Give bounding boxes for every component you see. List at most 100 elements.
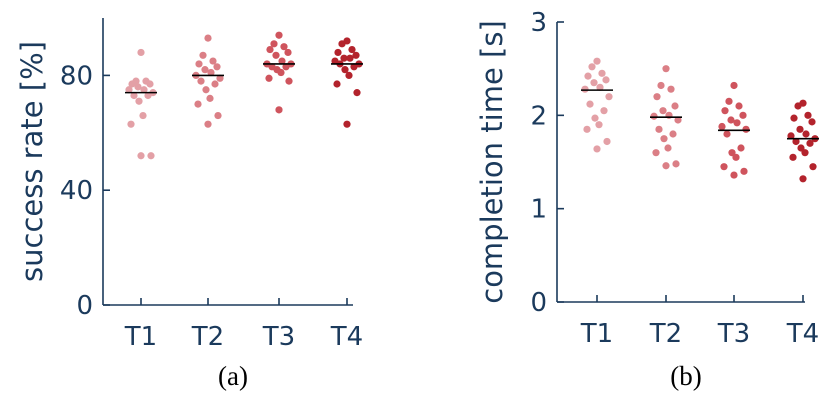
data-point-t2	[652, 149, 660, 157]
data-point-t2	[206, 94, 214, 102]
data-point-t2	[667, 85, 675, 93]
data-point-t2	[199, 51, 207, 59]
data-point-t3	[728, 149, 736, 157]
data-point-t3	[727, 116, 735, 124]
data-point-t4	[794, 102, 802, 110]
y-tick-label: 1	[530, 195, 547, 225]
panel-label: (a)	[218, 361, 248, 391]
data-point-t4	[808, 118, 816, 126]
data-point-t4	[787, 132, 795, 140]
data-point-t4	[792, 137, 800, 146]
data-point-t2	[204, 120, 212, 128]
data-point-t3	[275, 31, 283, 39]
data-point-t1	[144, 91, 152, 100]
data-point-t1	[598, 69, 606, 77]
y-tick-label: 2	[530, 101, 547, 131]
data-point-t4	[802, 130, 810, 138]
data-point-t2	[672, 160, 680, 168]
data-point-t2	[653, 93, 661, 101]
data-point-t3	[277, 68, 285, 77]
data-point-t1	[602, 76, 610, 84]
data-point-t1	[135, 97, 143, 105]
data-point-t1	[590, 79, 598, 87]
data-point-t3	[739, 111, 747, 119]
data-point-t4	[350, 63, 358, 71]
data-point-t2	[662, 162, 670, 170]
data-point-t1	[593, 145, 601, 153]
data-point-t3	[742, 125, 750, 133]
data-point-t4	[345, 71, 353, 79]
data-point-t3	[266, 45, 274, 54]
data-point-t2	[209, 57, 217, 65]
data-point-t1	[588, 63, 596, 71]
data-point-t3	[720, 163, 728, 171]
data-point-t2	[659, 107, 667, 115]
data-point-t1	[600, 107, 608, 115]
data-point-t1	[593, 57, 601, 65]
data-point-t2	[204, 34, 212, 42]
x-tick-label: T3	[262, 322, 295, 352]
data-point-t1	[591, 114, 599, 122]
x-tick-label: T2	[191, 322, 224, 352]
data-point-t1	[603, 137, 611, 146]
data-point-t3	[284, 48, 292, 57]
data-point-t2	[650, 112, 658, 120]
data-point-t3	[278, 57, 286, 65]
data-point-t1	[581, 85, 589, 93]
x-tick-label: T4	[330, 322, 363, 352]
data-point-t1	[596, 83, 604, 91]
data-point-t3	[725, 97, 733, 105]
data-point-t1	[147, 152, 155, 160]
data-point-t1	[139, 111, 147, 120]
data-point-t2	[197, 77, 205, 85]
x-tick-label: T1	[580, 319, 613, 349]
data-point-t2	[662, 65, 670, 73]
data-point-t3	[272, 51, 280, 59]
data-point-t4	[796, 125, 804, 133]
data-point-t1	[583, 125, 591, 133]
data-point-t4	[352, 51, 360, 59]
data-point-t2	[655, 125, 663, 133]
data-point-t2	[201, 66, 209, 74]
y-tick-label: 0	[530, 288, 547, 318]
data-point-t3	[735, 102, 743, 110]
data-point-t4	[809, 163, 817, 171]
data-point-t2	[194, 100, 202, 108]
data-point-t1	[137, 152, 145, 160]
data-point-t3	[721, 107, 729, 115]
data-point-t3	[282, 63, 290, 71]
data-point-t4	[338, 40, 346, 48]
data-point-t2	[664, 144, 672, 152]
data-point-t4	[804, 111, 812, 119]
x-tick-label: T2	[649, 319, 682, 349]
x-tick-label: T1	[124, 322, 157, 352]
data-point-t2	[214, 111, 222, 120]
data-point-t1	[137, 48, 145, 57]
data-point-t3	[732, 153, 740, 161]
data-point-t1	[130, 91, 138, 100]
data-point-t1	[584, 72, 592, 80]
data-point-t2	[213, 63, 221, 71]
data-point-t1	[595, 121, 603, 129]
data-point-t3	[733, 119, 741, 127]
data-point-t4	[334, 48, 342, 57]
y-tick-label: 80	[60, 61, 93, 91]
data-point-t1	[127, 120, 135, 128]
data-point-t1	[134, 83, 142, 91]
data-point-t2	[202, 86, 210, 94]
data-point-t2	[657, 81, 665, 90]
data-point-t3	[275, 106, 283, 114]
data-point-t1	[125, 86, 133, 94]
data-point-t4	[790, 114, 798, 122]
y-axis-title: success rate [%]	[15, 41, 49, 282]
y-tick-label: 3	[530, 8, 547, 38]
data-point-t4	[340, 54, 348, 62]
data-point-t3	[285, 77, 293, 85]
data-point-t2	[669, 130, 677, 138]
y-tick-label: 0	[76, 291, 93, 321]
data-point-t3	[730, 81, 738, 90]
data-point-t3	[740, 167, 748, 175]
data-point-t2	[195, 60, 203, 68]
data-point-t3	[737, 144, 745, 152]
